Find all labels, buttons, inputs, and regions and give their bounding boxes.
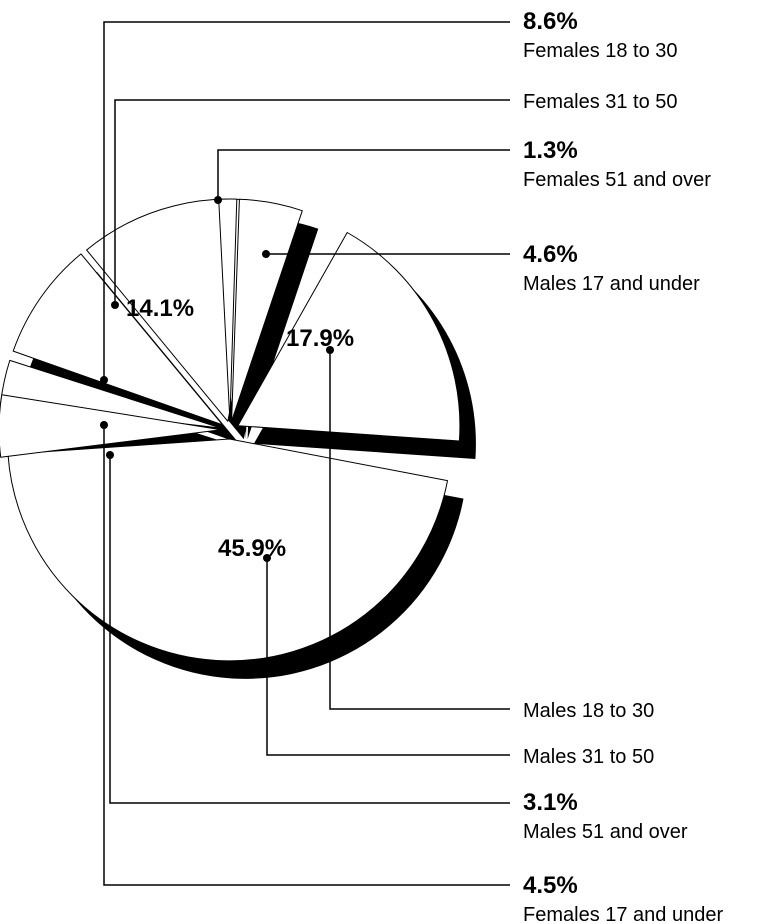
leader-dot-males-17-under [262,250,270,258]
value-label-males-31-50: 45.9% [218,535,286,562]
legend-label-males-18-30: Males 18 to 30 [523,700,654,722]
leader-dot-females-17-under [100,421,108,429]
leader-dot-females-31-50 [111,301,119,309]
leader-line-females-51-over [218,150,510,200]
legend-label-females-18-30: Females 18 to 30 [523,40,678,62]
value-label-females-51-over: 1.3% [523,137,578,164]
leader-dot-males-51-over [106,451,114,459]
legend-label-males-17-under: Males 17 and under [523,273,700,295]
pie-slices [0,199,460,661]
value-label-females-18-30: 8.6% [523,8,578,35]
legend-label-females-51-over: Females 51 and over [523,169,711,191]
leader-dot-females-51-over [214,196,222,204]
legend-label-males-31-50: Males 31 to 50 [523,746,654,768]
leader-dot-females-18-30 [100,376,108,384]
value-label-females-17-under: 4.5% [523,872,578,899]
value-label-males-51-over: 3.1% [523,789,578,816]
legend-label-females-17-under: Females 17 and under [523,904,723,923]
value-label-females-31-50: 14.1% [126,295,194,322]
legend-label-males-51-over: Males 51 and over [523,821,688,843]
legend-label-females-31-50: Females 31 to 50 [523,91,678,113]
value-label-males-18-30: 17.9% [286,325,354,352]
value-label-males-17-under: 4.6% [523,241,578,268]
